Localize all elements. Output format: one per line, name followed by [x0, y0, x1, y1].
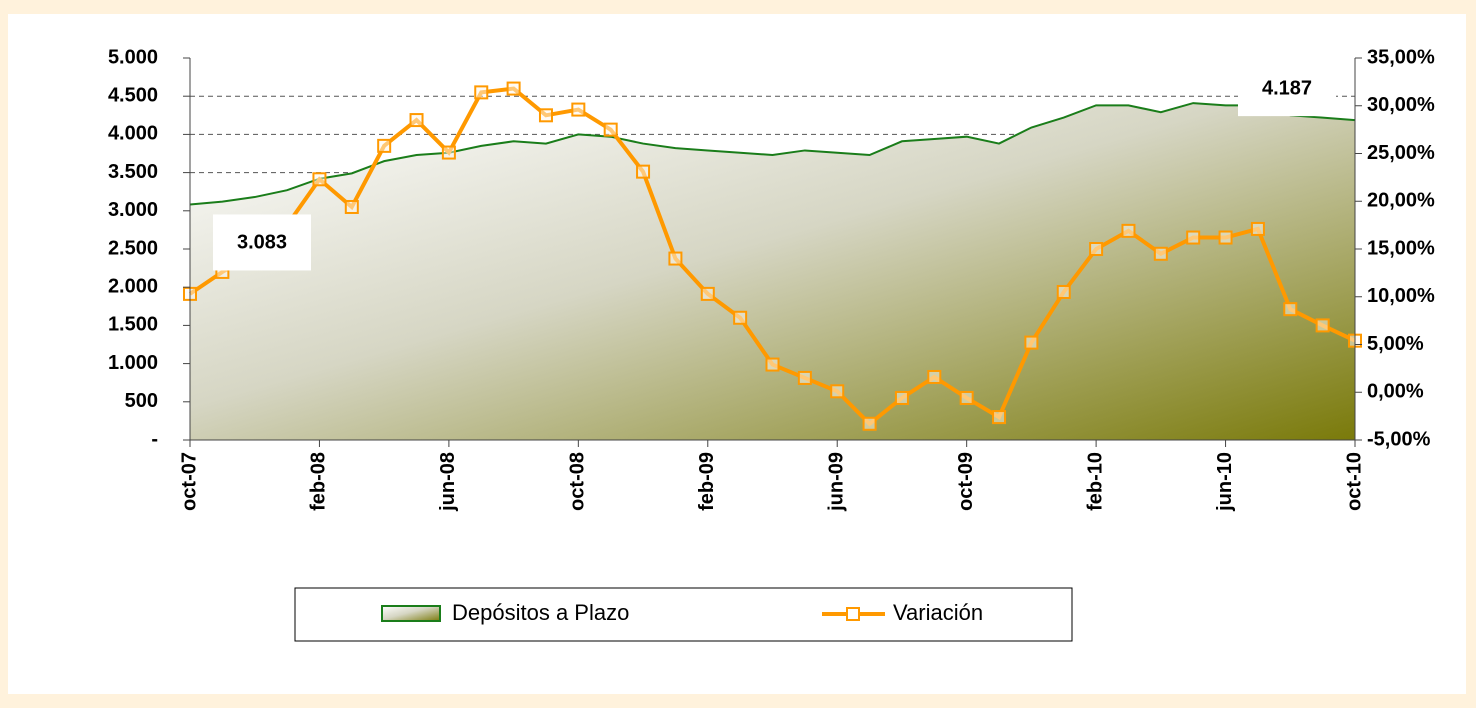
x-tick-label: oct-08 [567, 452, 589, 511]
marker [1153, 246, 1168, 261]
marker [927, 369, 942, 384]
marker [506, 81, 521, 96]
marker [862, 416, 877, 431]
y-tick-label: 3.000 [108, 199, 158, 221]
marker [344, 199, 359, 214]
y2-tick-label: 35,00% [1367, 46, 1435, 68]
y-tick-label: 2.000 [108, 275, 158, 297]
legend-label: Depósitos a Plazo [452, 600, 629, 625]
marker [1218, 230, 1233, 245]
marker [894, 390, 909, 405]
marker [1089, 242, 1104, 256]
x-tick-label: oct-10 [1343, 452, 1365, 511]
marker [538, 108, 553, 123]
y2-tick-label: 0,00% [1367, 381, 1424, 403]
marker [1024, 335, 1039, 350]
x-tick-label: jun-10 [1214, 452, 1236, 512]
marker [830, 384, 845, 399]
area-outline [189, 102, 1356, 206]
x-tick-label: oct-09 [955, 452, 977, 511]
x-tick-label: jun-09 [826, 452, 848, 512]
legend-marker [846, 607, 860, 621]
marker [1315, 318, 1330, 333]
y2-tick-label: 15,00% [1367, 237, 1435, 259]
y-tick-label: 2.500 [108, 237, 158, 259]
marker [733, 310, 748, 325]
marker [1250, 221, 1265, 236]
y2-tick-label: 20,00% [1367, 190, 1435, 212]
marker [765, 357, 780, 372]
y2-tick-label: 10,00% [1367, 285, 1435, 307]
y-tick-label: 4.000 [108, 123, 158, 145]
marker [441, 145, 456, 160]
marker [668, 251, 683, 266]
marker [312, 172, 327, 187]
legend-swatch [381, 605, 441, 622]
y-tick-label: 1.500 [108, 314, 158, 336]
y2-tick-label: -5,00% [1367, 428, 1431, 450]
legend-label: Variación [893, 600, 983, 625]
marker [636, 164, 651, 179]
data-label: 3.083 [237, 232, 287, 254]
y-tick-label: 5.000 [108, 46, 158, 68]
x-tick-label: feb-09 [696, 452, 718, 511]
x-tick-label: feb-10 [1084, 452, 1106, 511]
area [190, 103, 1355, 441]
y2-tick-label: 30,00% [1367, 94, 1435, 116]
marker [992, 410, 1007, 425]
x-tick-label: oct-07 [178, 452, 200, 511]
marker [1121, 223, 1136, 238]
marker [571, 102, 586, 117]
marker [409, 113, 424, 128]
data-label-box [213, 214, 311, 271]
y-tick-label: - [151, 428, 158, 450]
x-tick-label: jun-08 [437, 452, 459, 512]
marker [603, 122, 618, 137]
marker [1186, 230, 1201, 245]
marker [1283, 302, 1298, 317]
data-label: 4.187 [1262, 77, 1312, 99]
y-tick-label: 500 [125, 390, 158, 412]
y-tick-label: 1.000 [108, 352, 158, 374]
marker [474, 85, 489, 100]
marker [377, 138, 392, 153]
data-label-box [1238, 60, 1336, 117]
x-tick-label: feb-08 [308, 452, 330, 511]
marker [797, 370, 812, 385]
marker [959, 390, 974, 405]
marker [1056, 284, 1071, 299]
y2-tick-label: 5,00% [1367, 333, 1424, 355]
y2-tick-label: 25,00% [1367, 142, 1435, 164]
y-tick-label: 3.500 [108, 161, 158, 183]
y-tick-label: 4.500 [108, 84, 158, 106]
marker [700, 286, 715, 301]
